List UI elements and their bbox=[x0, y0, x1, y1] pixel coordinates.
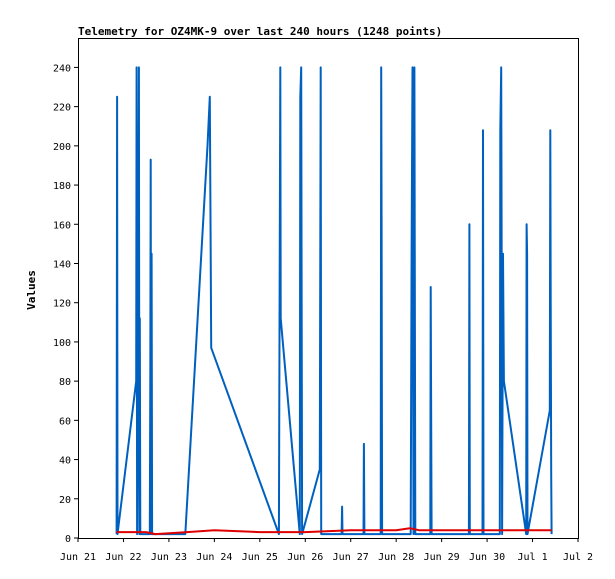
x-tick-label: Jun 23 bbox=[151, 552, 187, 563]
y-tick-label: 240 bbox=[53, 63, 71, 74]
series-layer bbox=[115, 66, 553, 536]
y-tick-label: 140 bbox=[53, 259, 71, 270]
y-tick-label: 0 bbox=[65, 534, 71, 545]
x-tick-label: Jun 22 bbox=[105, 552, 141, 563]
x-tick-label: Jun 25 bbox=[242, 552, 278, 563]
x-tick-label: Jun 27 bbox=[333, 552, 369, 563]
y-tick-label: 40 bbox=[59, 456, 71, 467]
y-tick-label: 120 bbox=[53, 299, 71, 310]
x-tick-label: Jun 28 bbox=[378, 552, 414, 563]
series-line-1 bbox=[116, 527, 552, 536]
chart-title: Telemetry for OZ4MK-9 over last 240 hour… bbox=[78, 25, 442, 38]
y-tick-label: 60 bbox=[59, 416, 71, 427]
y-tick-label: 180 bbox=[53, 181, 71, 192]
plot-area bbox=[78, 38, 579, 539]
x-tick-label: Jun 26 bbox=[287, 552, 323, 563]
y-tick-label: 80 bbox=[59, 377, 71, 388]
x-tick-label: Jun 30 bbox=[469, 552, 505, 563]
y-axis-label: Values bbox=[25, 270, 38, 310]
x-axis-ticks: Jun 21 Jun 22 Jun 23 Jun 24 Jun 25 Jun 26 Jun … bbox=[60, 538, 593, 563]
x-tick-label: Jun 29 bbox=[424, 552, 460, 563]
x-tick-label: Jul 2 bbox=[563, 552, 593, 563]
y-axis-ticks: 0 20 40 60 80 100 120 140 160 180 200 220 240 bbox=[53, 63, 78, 545]
x-tick-label: Jun 24 bbox=[196, 552, 232, 563]
x-tick-label: Jun 21 bbox=[60, 552, 96, 563]
y-tick-label: 20 bbox=[59, 495, 71, 506]
series-line-0 bbox=[115, 66, 553, 536]
x-tick-label: Jul 1 bbox=[517, 552, 547, 563]
y-tick-label: 160 bbox=[53, 220, 71, 231]
y-tick-label: 200 bbox=[53, 142, 71, 153]
y-tick-label: 220 bbox=[53, 103, 71, 114]
y-tick-label: 100 bbox=[53, 338, 71, 349]
